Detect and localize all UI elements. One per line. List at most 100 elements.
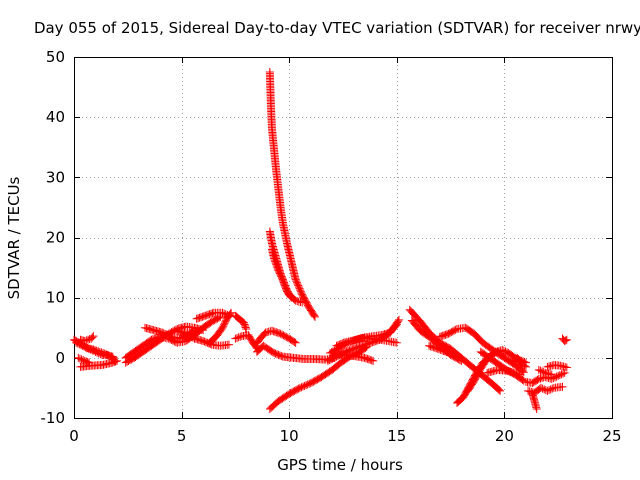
data-point [218,308,227,317]
y-tick-label: 20 [46,229,65,247]
data-point [519,376,528,385]
x-tick-labels: 0 5 10 15 20 25 [69,427,621,445]
data-point [93,348,102,357]
y-tick-label: 0 [55,349,65,367]
data-point [559,369,568,378]
data-point [455,352,464,361]
data-point [88,346,97,355]
data-point [311,312,320,321]
data-point [72,338,81,347]
data-point [562,335,571,344]
y-tick-label: -10 [41,409,66,427]
data-point [111,357,120,366]
series-arc-b [72,338,117,361]
y-tick-label: 50 [46,48,65,66]
data-point [392,338,401,347]
data-point [495,385,504,394]
data-point [83,335,92,344]
series-arc-ag [509,353,530,371]
x-axis-label: GPS time / hours [277,456,403,474]
data-point [74,353,83,362]
data-point [83,358,92,367]
series-arc-d [74,353,94,367]
data-point [75,340,84,349]
data-point [75,354,84,363]
series-arc-c [76,332,98,345]
series-arc-n [252,326,300,347]
y-tick-label: 40 [46,108,65,126]
data-point [394,317,403,326]
data-point [515,370,524,379]
data-point [534,365,543,374]
series-arc-v [332,333,401,350]
x-tick-label: 25 [602,427,621,445]
data-point [367,356,376,365]
data-point [83,344,92,353]
data-point [543,386,552,395]
data-point [94,349,103,358]
data-point [552,372,561,381]
data-point [88,333,97,342]
series-arc-k [205,308,236,347]
axis-ticks [74,57,613,419]
data-point [538,367,547,376]
data-point [499,346,508,355]
x-tick-label: 15 [387,427,406,445]
series-arc-am [558,334,571,345]
series-arc-j [192,308,233,323]
data-point [91,347,100,356]
data-point [560,336,569,345]
data-point [547,370,556,379]
data-point [286,292,295,301]
data-point [241,323,250,332]
data-point [231,334,240,343]
data-point [536,366,545,375]
data-point [496,386,505,395]
data-point [287,293,296,302]
data-point [89,347,98,356]
data-point [290,337,299,346]
data-point [224,340,233,349]
series-arc-aj [528,389,541,413]
data-point [76,341,85,350]
series-arc-x [405,305,505,395]
series-arc-af [483,365,524,379]
series-arc-e [76,356,122,371]
data-point [546,385,555,394]
data-point [557,370,566,379]
data-point [549,374,558,383]
series-arc-p [265,68,320,321]
series-arc-w [328,349,378,365]
data-point [298,298,307,307]
data-point [555,371,564,380]
x-tick-label: 20 [495,427,514,445]
data-point [489,349,498,358]
y-tick-labels: -10 0 10 20 30 40 50 [41,48,66,427]
series-arc-al [534,365,556,379]
data-point [560,368,569,377]
data-point [513,370,522,379]
data-point [190,326,199,335]
y-axis-label: SDTVAR / TECUs [5,176,23,299]
data-point [233,333,242,342]
data-point [518,375,527,384]
data-point [96,350,105,359]
data-point [394,315,403,324]
x-tick-label: 0 [69,427,79,445]
data-point [554,371,563,380]
x-tick-label: 5 [177,427,187,445]
data-point [548,384,557,393]
data-point [81,343,90,352]
data-point [493,384,502,393]
data-point [227,308,236,317]
data-point [226,309,235,318]
data-point [89,332,98,341]
data-point [519,368,528,377]
data-point [78,341,87,350]
series-arc-l [231,311,251,333]
data-point [539,368,548,377]
y-tick-label: 10 [46,289,65,307]
data-point [457,353,466,362]
series-arc-z [425,341,466,362]
